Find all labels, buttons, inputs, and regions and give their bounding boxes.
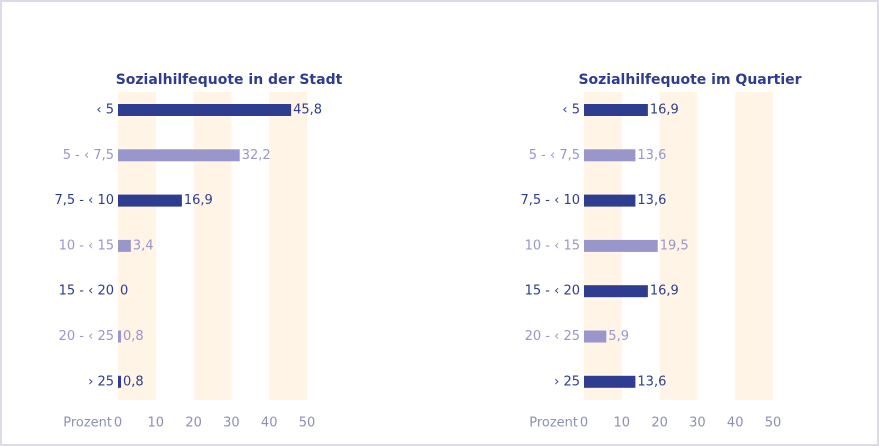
bar: [584, 330, 607, 343]
category-label: 7,5 - ‹ 10: [54, 193, 114, 208]
category-label: 10 - ‹ 15: [525, 238, 580, 253]
value-label: 0,8: [123, 329, 144, 344]
category-label: 15 - ‹ 20: [59, 284, 114, 299]
bar: [584, 194, 636, 207]
category-label: 5 - ‹ 7,5: [63, 148, 114, 163]
x-axis-label: Prozent: [63, 416, 112, 431]
value-label: 19,5: [660, 238, 689, 253]
grid-band: [735, 92, 773, 400]
bar: [584, 104, 648, 116]
value-label: 0,8: [123, 374, 144, 389]
grid-band: [659, 92, 698, 400]
category-label: ‹ 5: [96, 103, 114, 118]
category-label: › 25: [554, 374, 580, 389]
x-tick-label: 30: [689, 416, 706, 431]
x-tick-label: 30: [223, 416, 240, 431]
bar: [118, 104, 292, 116]
chart-title: Sozialhilfequote in der Stadt: [116, 72, 343, 88]
value-label: 13,6: [637, 193, 666, 208]
bar: [584, 375, 636, 388]
x-tick-label: 40: [261, 416, 278, 431]
value-label: 13,6: [637, 374, 666, 389]
x-axis-label: Prozent: [529, 416, 578, 431]
x-tick-label: 20: [185, 416, 202, 431]
category-label: › 25: [88, 374, 114, 389]
chart-title: Sozialhilfequote im Quartier: [578, 72, 801, 88]
bar: [118, 375, 122, 388]
bar: [584, 285, 648, 298]
value-label: 32,2: [242, 148, 271, 163]
value-label: 13,6: [637, 148, 666, 163]
value-label: 5,9: [608, 329, 629, 344]
x-tick-label: 10: [148, 416, 165, 431]
value-label: 0: [120, 284, 128, 299]
category-label: 20 - ‹ 25: [525, 329, 580, 344]
value-label: 16,9: [650, 284, 679, 299]
x-tick-label: 0: [114, 416, 122, 431]
grid-band: [269, 92, 307, 400]
category-label: 10 - ‹ 15: [59, 238, 114, 253]
x-tick-label: 10: [614, 416, 631, 431]
x-tick-label: 50: [299, 416, 316, 431]
bar: [584, 239, 658, 252]
category-label: 20 - ‹ 25: [59, 329, 114, 344]
bar: [584, 149, 636, 162]
category-label: 15 - ‹ 20: [525, 284, 580, 299]
value-label: 16,9: [184, 193, 213, 208]
x-tick-label: 20: [651, 416, 668, 431]
x-tick-label: 50: [765, 416, 782, 431]
bar: [118, 330, 122, 343]
grid-band: [193, 92, 232, 400]
category-label: 5 - ‹ 7,5: [529, 148, 580, 163]
category-label: ‹ 5: [562, 103, 580, 118]
bar: [118, 239, 131, 252]
value-label: 45,8: [293, 103, 322, 118]
x-tick-label: 0: [580, 416, 588, 431]
value-label: 16,9: [650, 103, 679, 118]
value-label: 3,4: [133, 238, 154, 253]
bar: [118, 149, 240, 162]
x-tick-label: 40: [727, 416, 744, 431]
bar: [118, 194, 182, 207]
category-label: 7,5 - ‹ 10: [520, 193, 580, 208]
